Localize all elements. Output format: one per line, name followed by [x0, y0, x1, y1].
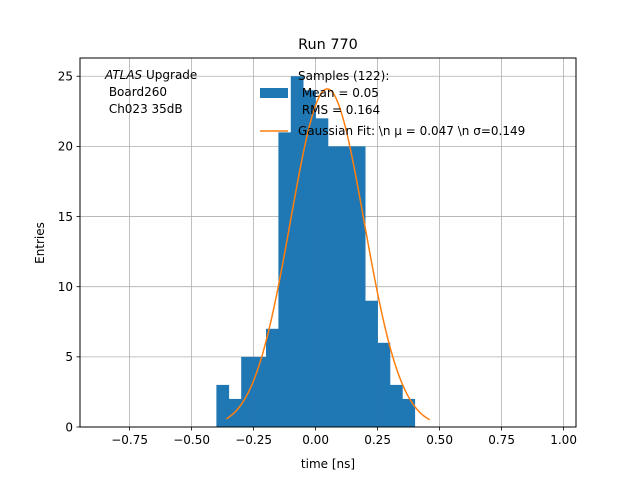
- histogram-bar: [402, 398, 416, 427]
- histogram-bar: [228, 398, 242, 427]
- histogram-bar: [340, 146, 354, 427]
- x-tick-label: 0.75: [488, 433, 515, 447]
- y-tick-label: 25: [58, 70, 73, 84]
- legend-hist-line1: Samples (122):: [298, 69, 389, 83]
- histogram-bar: [241, 356, 254, 427]
- histogram-bar: [216, 384, 230, 427]
- upgrade-label: Upgrade: [142, 68, 197, 82]
- histogram-bar: [365, 300, 378, 427]
- histogram-bar: [266, 328, 279, 427]
- gaussian-fit-curve: [225, 88, 431, 421]
- legend-hist-swatch: [260, 88, 288, 98]
- y-tick-label: 5: [65, 350, 73, 364]
- y-tick-label: 10: [58, 280, 73, 294]
- board-label: Board260: [105, 85, 167, 99]
- histogram-bar: [278, 132, 292, 428]
- y-tick-label: 0: [65, 420, 73, 434]
- histogram-bars: [216, 76, 416, 428]
- x-tick-label: −0.75: [111, 433, 148, 447]
- svg-text:ATLAS Upgrade: ATLAS Upgrade: [104, 68, 197, 82]
- histogram-bar: [303, 90, 316, 427]
- x-axis-ticks: −0.75 −0.50 −0.25 0.00 0.25 0.50 0.75 1.00: [111, 427, 577, 447]
- fit-curve-group: [225, 88, 431, 421]
- histogram-bar: [377, 342, 391, 427]
- histogram-bar: [315, 118, 329, 427]
- x-tick-label: −0.25: [235, 433, 272, 447]
- x-tick-label: 0.50: [426, 433, 453, 447]
- plot-frame: [79, 57, 577, 428]
- x-tick-label: −0.50: [173, 433, 210, 447]
- legend-hist-line2: Mean = 0.05: [298, 86, 379, 100]
- y-tick-label: 15: [58, 210, 73, 224]
- histogram-bar: [328, 146, 341, 427]
- y-axis-label: Entries: [33, 222, 47, 264]
- y-axis-ticks: 0 5 10 15 20 25: [58, 70, 80, 434]
- x-axis-label: time [ns]: [301, 457, 355, 471]
- chart-title: Run 770: [298, 37, 358, 53]
- x-tick-label: 0.00: [302, 433, 329, 447]
- atlas-label: ATLAS: [104, 68, 143, 82]
- channel-label: Ch023 35dB: [105, 102, 183, 116]
- legend: Samples (122): Mean = 0.05 RMS = 0.164 G…: [260, 69, 525, 138]
- legend-hist-line3: RMS = 0.164: [298, 103, 380, 117]
- legend-fit-label: Gaussian Fit: \n μ = 0.047 \n σ=0.149: [298, 124, 525, 138]
- atlas-annotation: ATLAS Upgrade Board260 Ch023 35dB: [104, 68, 197, 116]
- y-tick-label: 20: [58, 140, 73, 154]
- x-tick-label: 1.00: [550, 433, 577, 447]
- histogram-bar: [352, 146, 366, 427]
- histogram-bar: [253, 356, 267, 427]
- histogram-bar: [390, 384, 403, 427]
- x-tick-label: 0.25: [364, 433, 391, 447]
